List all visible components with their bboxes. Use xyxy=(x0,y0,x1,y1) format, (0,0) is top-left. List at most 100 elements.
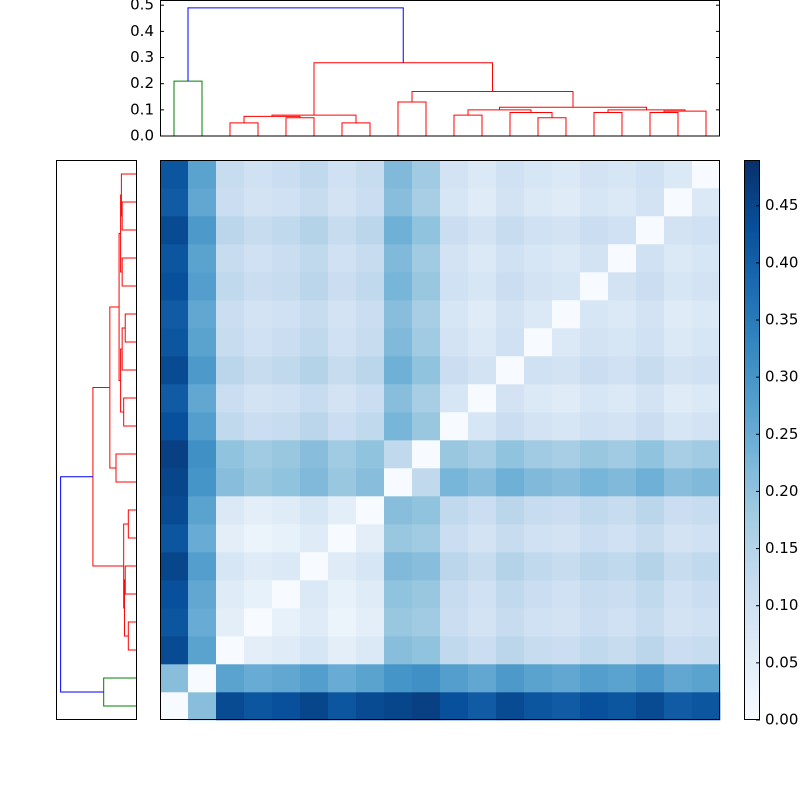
heatmap-cell xyxy=(552,412,581,441)
heatmap-cell xyxy=(216,384,245,413)
heatmap-cell xyxy=(608,524,637,553)
heatmap-cell xyxy=(328,356,357,385)
heatmap-cell xyxy=(328,244,357,273)
heatmap-cell xyxy=(188,412,217,441)
heatmap-cell xyxy=(328,664,357,693)
heatmap-cell xyxy=(664,356,693,385)
heatmap-cell xyxy=(692,300,721,329)
heatmap-cell xyxy=(468,580,497,609)
heatmap-cell xyxy=(216,692,245,721)
heatmap-cell xyxy=(328,524,357,553)
heatmap-cell xyxy=(496,328,525,357)
heatmap-cell xyxy=(552,384,581,413)
heatmap-cell xyxy=(384,440,413,469)
heatmap-cell xyxy=(608,272,637,301)
heatmap-cell xyxy=(244,496,273,525)
heatmap-cell xyxy=(664,272,693,301)
heatmap-cell xyxy=(468,664,497,693)
heatmap-cell xyxy=(524,496,553,525)
heatmap-cell xyxy=(608,328,637,357)
heatmap-cell xyxy=(524,356,553,385)
heatmap-cell xyxy=(552,468,581,497)
heatmap-cell xyxy=(468,216,497,245)
heatmap-cell xyxy=(468,356,497,385)
heatmap-cell xyxy=(496,160,525,189)
heatmap-cell xyxy=(608,608,637,637)
heatmap-cell xyxy=(244,440,273,469)
heatmap-cell xyxy=(300,496,329,525)
heatmap-cell xyxy=(664,664,693,693)
heatmap-cell xyxy=(608,160,637,189)
heatmap-cell xyxy=(412,160,441,189)
heatmap-cell xyxy=(160,608,189,637)
top-dendrogram-link xyxy=(411,91,574,108)
heatmap-cell xyxy=(384,412,413,441)
left-dendrogram-link xyxy=(115,453,136,483)
heatmap-cell xyxy=(608,664,637,693)
heatmap-cell xyxy=(468,692,497,721)
heatmap-cell xyxy=(356,692,385,721)
heatmap-cell xyxy=(188,552,217,581)
heatmap-cell xyxy=(356,300,385,329)
heatmap-cell xyxy=(328,440,357,469)
heatmap-cell xyxy=(636,692,665,721)
heatmap-cell xyxy=(496,608,525,637)
heatmap-cell xyxy=(692,608,721,637)
heatmap-cell xyxy=(216,664,245,693)
colorbar-tick-label: 0.30 xyxy=(765,368,798,386)
heatmap-cell xyxy=(244,552,273,581)
heatmap-cell xyxy=(272,664,301,693)
heatmap-cell xyxy=(356,244,385,273)
heatmap-cell xyxy=(636,356,665,385)
heatmap-cell xyxy=(692,580,721,609)
heatmap-cell xyxy=(440,188,469,217)
heatmap-cell xyxy=(216,636,245,665)
heatmap-cell xyxy=(300,384,329,413)
heatmap-cell xyxy=(160,244,189,273)
heatmap-cell xyxy=(244,524,273,553)
heatmap-cell xyxy=(328,692,357,721)
heatmap-cell xyxy=(440,468,469,497)
heatmap-cell xyxy=(496,300,525,329)
heatmap-cell xyxy=(328,608,357,637)
heatmap-cell xyxy=(328,188,357,217)
heatmap-cell xyxy=(216,160,245,189)
heatmap-cell xyxy=(356,524,385,553)
heatmap-cell xyxy=(272,440,301,469)
heatmap-cell xyxy=(384,496,413,525)
heatmap-cell xyxy=(272,188,301,217)
heatmap-cell xyxy=(384,552,413,581)
heatmap-cell xyxy=(608,636,637,665)
heatmap-cell xyxy=(608,300,637,329)
heatmap-cell xyxy=(440,636,469,665)
heatmap-cell xyxy=(692,328,721,357)
heatmap-cell xyxy=(468,524,497,553)
heatmap-cell xyxy=(664,216,693,245)
heatmap-cell xyxy=(244,664,273,693)
heatmap-cell xyxy=(496,412,525,441)
heatmap-cell xyxy=(412,188,441,217)
y-tick-label: 0.1 xyxy=(130,100,154,118)
left-dendrogram-link xyxy=(123,397,136,427)
heatmap-cell xyxy=(160,496,189,525)
heatmap-cell xyxy=(412,328,441,357)
top-dendrogram-link xyxy=(453,114,483,136)
heatmap-cell xyxy=(580,300,609,329)
heatmap-cell xyxy=(552,608,581,637)
heatmap-cell xyxy=(524,440,553,469)
heatmap-cell xyxy=(356,664,385,693)
heatmap-cell xyxy=(440,300,469,329)
heatmap-cell xyxy=(524,384,553,413)
heatmap-cell xyxy=(692,384,721,413)
heatmap-cell xyxy=(440,384,469,413)
heatmap-cell xyxy=(272,692,301,721)
heatmap-cell xyxy=(216,356,245,385)
heatmap-cell xyxy=(300,272,329,301)
heatmap-cell xyxy=(160,272,189,301)
heatmap-cell xyxy=(636,440,665,469)
heatmap-cell xyxy=(216,272,245,301)
heatmap-cell xyxy=(692,160,721,189)
top-dendrogram-link xyxy=(397,101,427,136)
heatmap-cell xyxy=(300,356,329,385)
